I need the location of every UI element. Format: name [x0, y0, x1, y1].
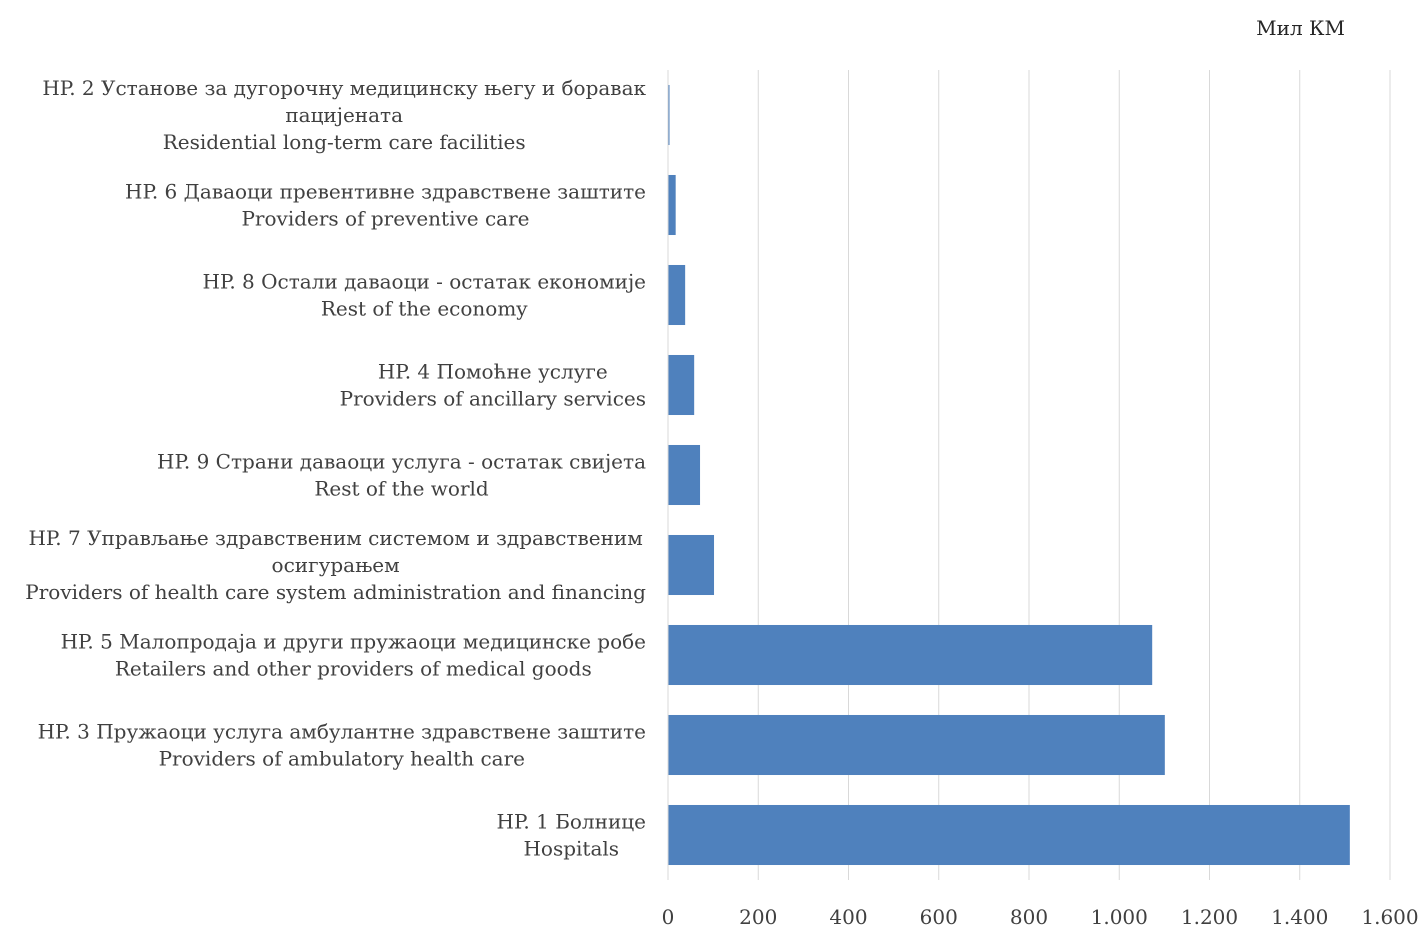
category-label: HP. 4 Помоћне услуге Providers of ancilla… — [340, 359, 646, 410]
category-label-line: HP. 4 Помоћне услуге — [378, 359, 608, 383]
category-label-line: HP. 3 Пружаоци услуга амбулантне здравст… — [38, 719, 646, 743]
category-label: HP. 1 Болнице Hospitals — [497, 809, 646, 860]
x-tick-label: 1.400 — [1271, 905, 1328, 926]
bar — [668, 84, 670, 146]
category-label-line: Rest of the world — [314, 476, 489, 500]
bar — [668, 714, 1165, 776]
category-label-line: HP. 1 Болнице — [497, 809, 646, 833]
x-tick-label: 0 — [662, 905, 675, 926]
category-labels: HP. 2 Установе за дугорочну медицинску њ… — [25, 76, 646, 861]
category-label: HP. 5 Малопродаја и други пружаоци медиц… — [61, 629, 646, 680]
bar — [668, 624, 1153, 686]
category-label-line: Providers of preventive care — [241, 206, 529, 230]
bars — [668, 84, 1350, 866]
x-tick-label: 1.600 — [1361, 905, 1418, 926]
category-label: HP. 9 Страни даваоци услуга - остатак св… — [157, 449, 646, 500]
category-label-line: Providers of health care system administ… — [25, 580, 646, 604]
x-tick-label: 1.200 — [1181, 905, 1238, 926]
category-label: HP. 7 Управљање здравственим системом и … — [25, 526, 646, 604]
category-label-line: HP. 5 Малопродаја и други пружаоци медиц… — [61, 629, 646, 653]
category-label-line: HP. 6 Даваоци превентивне здравствене за… — [125, 179, 646, 203]
x-tick-label: 1.000 — [1091, 905, 1148, 926]
category-label-line: Rest of the economy — [321, 296, 528, 320]
category-label: HP. 8 Остали даваоци - остатак економије… — [203, 269, 647, 320]
bar — [668, 264, 686, 326]
gridlines — [757, 70, 1391, 880]
bar — [668, 534, 715, 596]
x-tick-label: 400 — [829, 905, 867, 926]
category-label-line: Hospitals — [523, 836, 619, 860]
category-label-line: Providers of ancillary services — [340, 386, 646, 410]
bar — [668, 804, 1350, 866]
category-label: HP. 2 Установе за дугорочну медицинску њ… — [42, 76, 646, 154]
category-label-line: осигурањем — [272, 553, 400, 577]
bar — [668, 444, 701, 506]
category-label-line: HP. 7 Управљање здравственим системом и … — [28, 526, 642, 550]
x-tick-label: 800 — [1010, 905, 1048, 926]
category-label-line: HP. 2 Установе за дугорочну медицинску њ… — [42, 76, 646, 100]
category-label-line: HP. 8 Остали даваоци - остатак економије — [203, 269, 647, 293]
x-tick-label: 200 — [739, 905, 777, 926]
category-label: HP. 6 Даваоци превентивне здравствене за… — [125, 179, 646, 230]
category-label: HP. 3 Пружаоци услуга амбулантне здравст… — [38, 719, 646, 770]
category-label-line: Providers of ambulatory health care — [159, 746, 525, 770]
category-label-line: Residential long-term care facilities — [163, 130, 526, 154]
unit-label: Мил КМ — [1256, 16, 1345, 40]
category-label-line: пацијената — [285, 103, 403, 127]
category-label-line: Retailers and other providers of medical… — [115, 656, 592, 680]
bar — [668, 354, 695, 416]
category-label-line: HP. 9 Страни даваоци услуга - остатак св… — [157, 449, 646, 473]
x-tick-label: 600 — [920, 905, 958, 926]
x-axis: 0 200 400 600 800 1.000 1.200 1.400 1.600 — [662, 70, 1419, 926]
bar — [668, 174, 676, 236]
